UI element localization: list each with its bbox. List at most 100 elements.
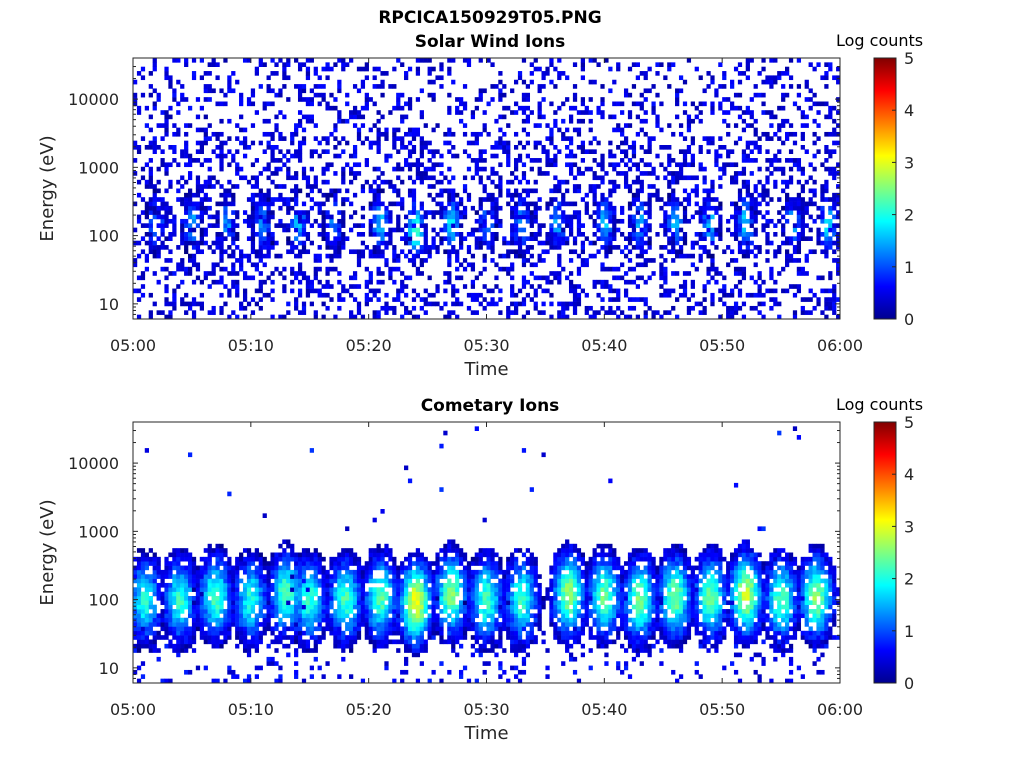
heatmap-cell: [490, 62, 495, 67]
heatmap-cell: [537, 123, 542, 128]
heatmap-cell: [604, 223, 609, 228]
heatmap-cell: [671, 197, 676, 202]
heatmap-cell: [184, 210, 189, 215]
heatmap-cell: [730, 179, 735, 185]
heatmap-cell: [529, 158, 534, 163]
heatmap-cell: [262, 262, 267, 268]
heatmap-cell: [549, 140, 554, 146]
heatmap-cell: [451, 245, 456, 250]
heatmap-cell: [706, 249, 711, 255]
heatmap-cell: [698, 301, 703, 307]
heatmap-cell: [411, 314, 417, 320]
heatmap-cell: [219, 578, 224, 584]
heatmap-cell: [510, 88, 515, 94]
heatmap-cell: [313, 600, 318, 605]
heatmap-cell: [184, 179, 189, 185]
heatmap-cell: [242, 136, 248, 141]
heatmap-cell: [184, 197, 189, 202]
heatmap-cell: [140, 617, 146, 623]
heatmap-cell: [341, 604, 346, 610]
heatmap-cell: [211, 587, 216, 592]
heatmap-cell: [702, 297, 707, 302]
heatmap-cell: [187, 188, 193, 194]
heatmap-cell: [462, 131, 468, 137]
heatmap-cell: [309, 591, 314, 597]
heatmap-cell: [455, 253, 460, 259]
heatmap-cell: [647, 210, 652, 215]
heatmap-cell: [561, 136, 566, 141]
heatmap-cell: [478, 131, 483, 137]
heatmap-cell: [191, 258, 197, 263]
heatmap-cell: [498, 223, 503, 228]
heatmap-cell: [172, 123, 177, 128]
heatmap-cell: [258, 201, 263, 207]
heatmap-cell: [498, 192, 503, 198]
heatmap-cell: [800, 236, 805, 241]
heatmap-cell: [800, 227, 805, 233]
heatmap-cell: [396, 192, 401, 198]
heatmap-cell: [651, 105, 656, 111]
heatmap-cell: [561, 131, 566, 137]
heatmap-cell: [164, 604, 169, 610]
heatmap-cell: [152, 101, 157, 107]
heatmap-cell: [309, 648, 314, 653]
heatmap-cell: [690, 158, 695, 163]
heatmap-cell: [612, 114, 617, 120]
heatmap-cell: [455, 105, 460, 111]
heatmap-cell: [741, 158, 747, 163]
heatmap-cell: [761, 184, 766, 189]
heatmap-cell: [219, 166, 224, 172]
heatmap-cell: [341, 201, 346, 207]
heatmap-cell: [380, 253, 385, 259]
heatmap-cell: [525, 279, 531, 285]
heatmap-cell: [203, 192, 208, 198]
heatmap-cell: [741, 71, 747, 76]
heatmap-cell: [580, 62, 585, 67]
heatmap-cell: [478, 166, 483, 172]
heatmap-cell: [671, 236, 676, 241]
heatmap-cell: [820, 240, 825, 246]
heatmap-cell: [608, 305, 613, 311]
heatmap-cell: [757, 249, 762, 255]
heatmap-cell: [620, 149, 625, 154]
heatmap-cell: [313, 149, 318, 154]
heatmap-cell: [753, 214, 758, 220]
heatmap-cell: [435, 149, 440, 154]
heatmap-cell: [804, 205, 809, 211]
heatmap-cell: [466, 245, 472, 250]
heatmap-cell: [749, 205, 754, 211]
heatmap-cell: [148, 71, 153, 76]
heatmap-cell: [297, 153, 303, 159]
heatmap-cell: [816, 301, 821, 307]
heatmap-cell: [136, 314, 142, 320]
heatmap-cell: [733, 310, 739, 315]
heatmap-cell: [144, 223, 150, 228]
heatmap-cell: [592, 136, 597, 141]
heatmap-cell: [349, 249, 354, 255]
heatmap-cell: [380, 79, 385, 85]
heatmap-cell: [517, 227, 523, 233]
heatmap-cell: [537, 110, 542, 115]
heatmap-cell: [211, 617, 216, 623]
heatmap-cell: [447, 105, 452, 111]
heatmap-cell: [203, 548, 208, 553]
heatmap-cell: [329, 613, 334, 619]
heatmap-cell: [427, 66, 432, 72]
heatmap-cell: [643, 301, 648, 307]
heatmap-cell: [227, 609, 232, 614]
heatmap-cell: [133, 626, 138, 632]
heatmap-cell: [451, 214, 456, 220]
heatmap-cell: [211, 591, 216, 597]
heatmap-cell: [510, 262, 515, 268]
heatmap-cell: [380, 201, 385, 207]
heatmap-cell: [187, 162, 193, 168]
heatmap-cell: [294, 596, 299, 601]
heatmap-cell: [246, 678, 252, 684]
heatmap-cell: [565, 236, 570, 241]
heatmap-cell: [254, 232, 259, 237]
heatmap-cell: [352, 192, 358, 198]
heatmap-cell: [136, 613, 142, 619]
heatmap-cell: [584, 192, 589, 198]
heatmap-cell: [580, 101, 585, 107]
heatmap-cell: [246, 556, 252, 562]
